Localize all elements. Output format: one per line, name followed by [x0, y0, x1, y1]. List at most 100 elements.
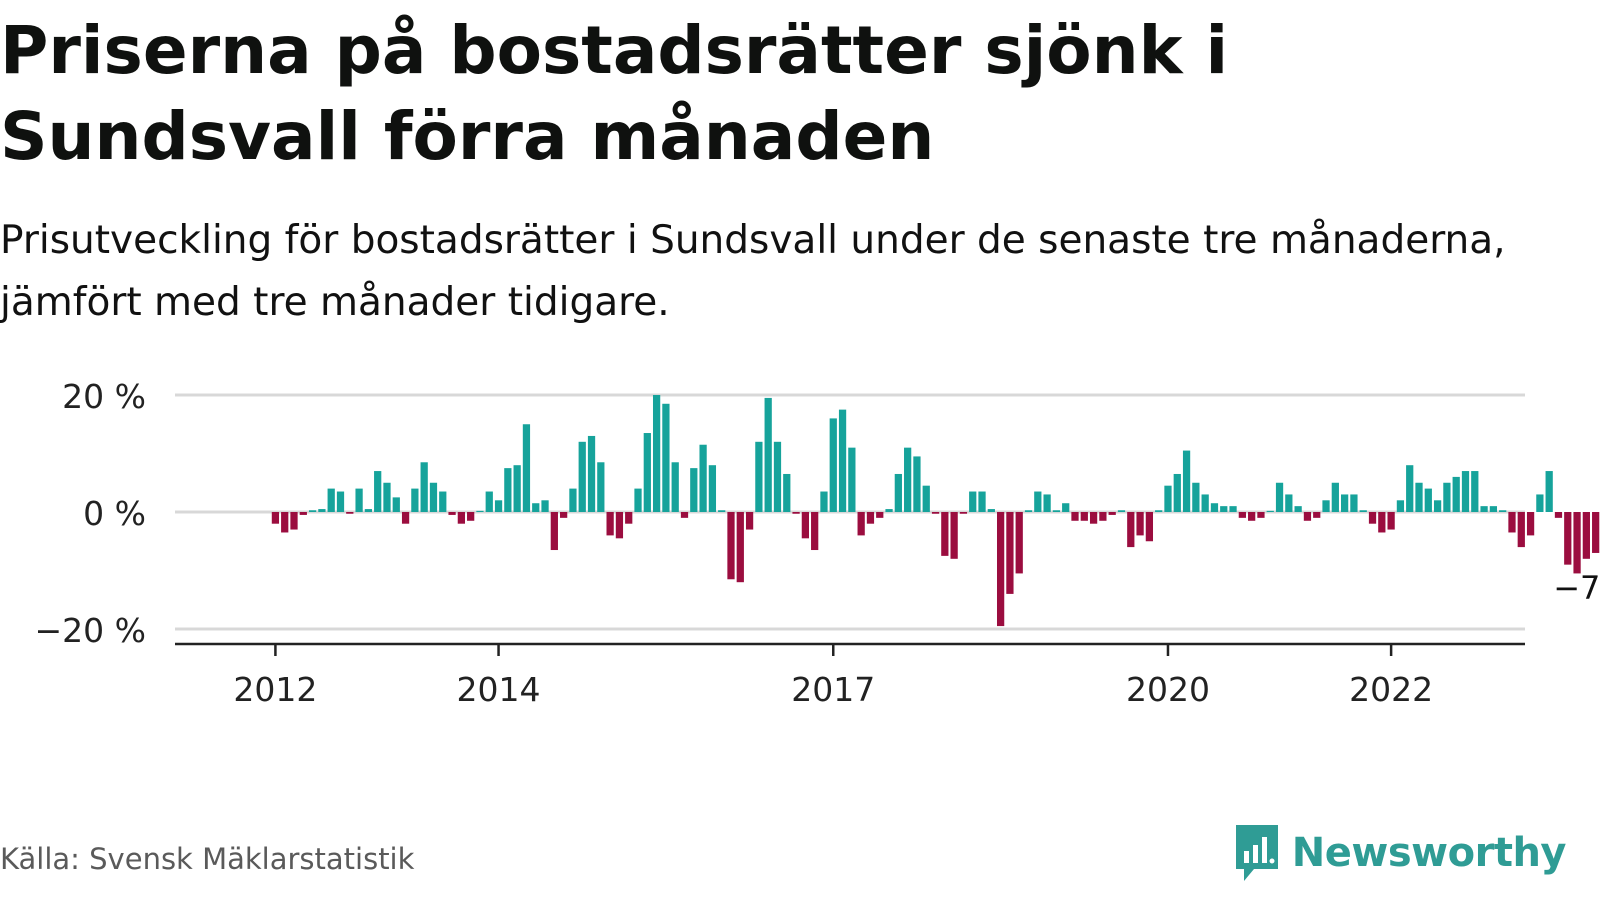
bar: [931, 512, 940, 514]
brand-name: Newsworthy: [1291, 830, 1567, 876]
bar: [1396, 500, 1405, 512]
bar: [996, 512, 1005, 627]
bar: [439, 491, 447, 512]
bar: [1192, 482, 1200, 512]
bar: [1489, 506, 1498, 512]
bar: [1099, 512, 1107, 521]
bar: [1136, 512, 1144, 536]
bar: [336, 491, 345, 512]
bar: [1322, 500, 1330, 512]
bar: [1248, 512, 1256, 521]
bar: [987, 509, 995, 512]
bar: [457, 512, 465, 524]
bar: [299, 512, 307, 515]
last-value-label: −7 %: [1553, 569, 1600, 607]
bar: [1471, 471, 1479, 512]
bar: [541, 500, 549, 512]
bar: [1526, 512, 1535, 536]
bar: [1554, 512, 1563, 518]
bar: [736, 512, 744, 583]
bar: [894, 473, 902, 512]
bar: [1210, 503, 1219, 512]
bar: [308, 510, 317, 512]
x-tick-label: 2014: [457, 670, 541, 709]
bar: [1089, 512, 1098, 524]
bar: [476, 510, 484, 512]
bar: [1220, 506, 1228, 512]
x-tick-label: 2022: [1349, 670, 1433, 709]
bar: [1080, 512, 1088, 521]
bar-chart: 20 % 0 % −20 % 2012 2014 2017 2020 2022 −7 %: [35, 377, 1600, 709]
bar: [829, 418, 837, 512]
bar: [1378, 512, 1386, 533]
bar: [1573, 512, 1581, 574]
bar: [1015, 512, 1023, 574]
bar: [504, 468, 512, 512]
bar: [1285, 494, 1293, 512]
bar: [1164, 485, 1172, 512]
brand-logo: Newsworthy: [1232, 820, 1567, 886]
bar: [1341, 494, 1349, 512]
bar: [1043, 494, 1051, 512]
bar: [1499, 510, 1507, 512]
chart-title: Priserna på bostadsrätter sjönk i Sundsv…: [0, 12, 1229, 175]
bar: [690, 468, 698, 512]
bar: [1257, 512, 1265, 518]
bar: [578, 441, 586, 512]
y-tick-label: 20 %: [62, 377, 146, 416]
bar: [383, 482, 391, 512]
bar: [1452, 476, 1460, 512]
newsworthy-logo-icon: [1235, 825, 1278, 881]
bar: [1517, 512, 1525, 548]
y-axis-ticks: 20 % 0 % −20 %: [35, 377, 147, 650]
bar: [1331, 482, 1339, 512]
y-tick-label: −20 %: [35, 611, 147, 650]
bar: [904, 447, 912, 512]
bar: [1368, 512, 1377, 524]
bar: [1313, 512, 1321, 518]
bar: [959, 512, 968, 514]
bar: [1155, 510, 1163, 512]
bar: [429, 482, 438, 512]
bar: [1406, 465, 1414, 512]
bar: [913, 456, 921, 512]
bar: [374, 471, 382, 512]
bar: [1266, 510, 1274, 512]
bar: [420, 462, 428, 512]
bar: [783, 473, 791, 512]
bar: [522, 424, 531, 512]
bars: [271, 395, 1600, 627]
bar: [1275, 482, 1284, 512]
x-axis: 2012 2014 2017 2020 2022: [175, 642, 1525, 709]
bar: [978, 491, 986, 512]
bar: [1182, 450, 1191, 512]
bar: [1127, 512, 1135, 548]
bar: [838, 409, 847, 512]
bar: [401, 512, 410, 524]
bar: [1536, 494, 1544, 512]
bar: [755, 441, 763, 512]
bar: [392, 497, 400, 512]
bar: [801, 512, 809, 539]
bar: [764, 397, 772, 512]
bar: [1592, 512, 1600, 553]
bar: [1024, 510, 1033, 512]
bar: [1582, 512, 1590, 559]
bar: [569, 488, 577, 512]
bar: [848, 447, 856, 512]
bar: [811, 512, 819, 551]
bar: [885, 509, 893, 512]
bar: [1424, 488, 1432, 512]
bar: [550, 512, 558, 551]
bar: [876, 512, 884, 518]
x-tick-label: 2017: [791, 670, 875, 709]
bar: [327, 488, 335, 512]
bar: [364, 509, 373, 512]
bar: [1145, 512, 1154, 542]
bar: [634, 488, 642, 512]
bar: [1433, 500, 1442, 512]
source-note: Källa: Svensk Mäklarstatistik: [0, 842, 415, 876]
y-tick-label: 0 %: [83, 494, 146, 533]
bar: [1062, 503, 1070, 512]
bar: [1480, 506, 1488, 512]
